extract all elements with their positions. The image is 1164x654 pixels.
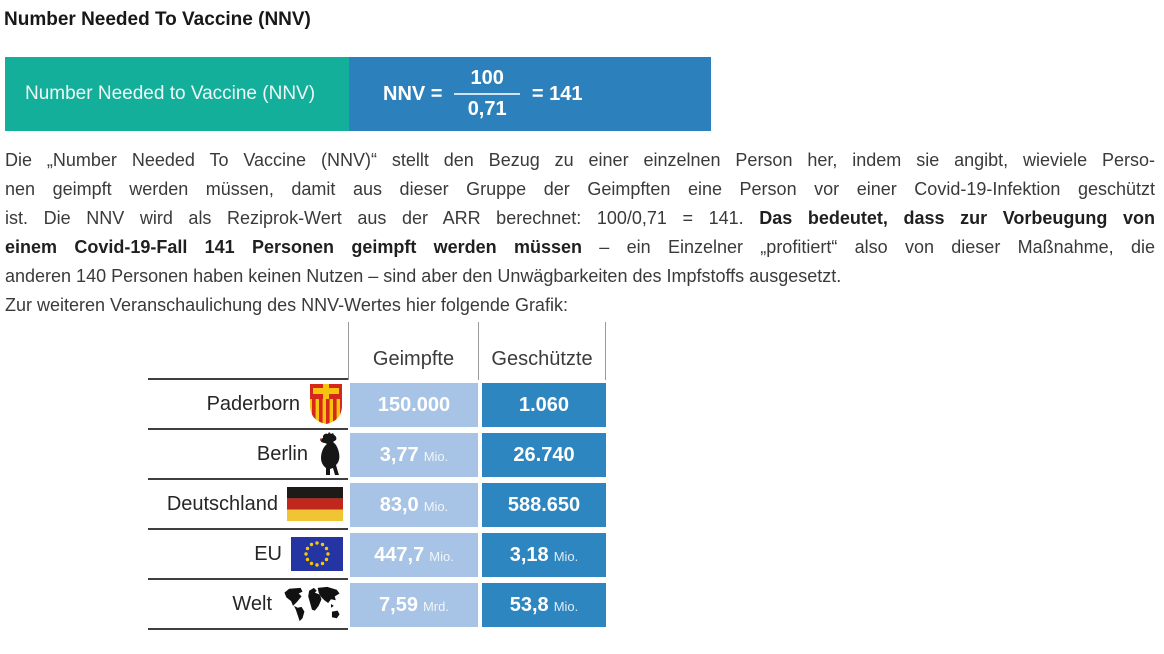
paragraph-run: anderen 140 Personen haben keinen Nutzen… [5, 266, 842, 286]
berlin-bear-icon [319, 432, 340, 475]
formula-lhs: NNV = [383, 82, 443, 105]
cell-value: 7,59 [379, 593, 418, 616]
formula-fraction: 100 0,71 [454, 67, 520, 121]
table-row-label-welt: Welt [148, 580, 348, 630]
cell-value: 53,8 [509, 593, 549, 616]
paragraph-run-bold: einem Covid-19-Fall 141 Personen geimpft… [5, 237, 582, 257]
row-label-text: EU [254, 542, 282, 565]
paragraph-line-1: Die „Number Needed To Vaccine (NNV)“ ste… [5, 146, 1155, 175]
table-header-geimpfte: Geimpfte [348, 322, 478, 380]
body-text: Die „Number Needed To Vaccine (NNV)“ ste… [5, 146, 1155, 320]
cell-unit: Mio. [423, 498, 449, 514]
table-cell: 150.000 [348, 380, 478, 430]
row-label-text: Paderborn [206, 392, 300, 415]
paragraph-run: ist. Die NNV wird als Reziprok-Wert aus … [5, 208, 760, 228]
table-cell: 3,77 Mio. [348, 430, 478, 480]
row-label-text: Berlin [256, 442, 308, 465]
cell-unit: Mio. [423, 448, 449, 464]
table-cell: 447,7 Mio. [348, 530, 478, 580]
cell-value: 588.650 [507, 493, 581, 516]
paderborn-crest-icon [310, 384, 342, 424]
cell-geimpfte: 447,7 Mio. [350, 533, 478, 577]
cell-geimpfte: 83,0 Mio. [350, 483, 478, 527]
cell-geschuetzte: 588.650 [482, 483, 606, 527]
cell-value: 3,77 [379, 443, 419, 466]
row-label-text: Welt [232, 592, 272, 615]
world-map-icon [284, 586, 340, 622]
table-row-label-eu: EU [148, 530, 348, 580]
paragraph-line-4: einem Covid-19-Fall 141 Personen geimpft… [5, 233, 1155, 262]
paragraph-run: Die „Number Needed To Vaccine (NNV)“ ste… [5, 150, 1155, 170]
cell-value: 1.060 [518, 393, 570, 416]
cell-value: 447,7 [374, 543, 425, 566]
table-cell: 7,59 Mrd. [348, 580, 478, 630]
table-cell: 1.060 [478, 380, 606, 430]
paragraph-line-2: nen geimpft werden müssen, damit aus die… [5, 175, 1155, 204]
cell-geschuetzte: 26.740 [482, 433, 606, 477]
nnv-table: Geimpfte Geschützte Paderborn [148, 322, 606, 630]
cell-unit: Mio. [553, 548, 579, 564]
paragraph-line-3: ist. Die NNV wird als Reziprok-Wert aus … [5, 204, 1155, 233]
cell-unit: Mrd. [422, 598, 449, 614]
nnv-banner: Number Needed to Vaccine (NNV) NNV = 100… [5, 57, 711, 131]
paragraph-run: nen geimpft werden müssen, damit aus die… [5, 179, 1155, 199]
page-title: Number Needed To Vaccine (NNV) [4, 9, 311, 30]
table-header-geschuetzte: Geschützte [478, 322, 606, 380]
paragraph-run: Zur weiteren Veranschaulichung des NNV-W… [5, 295, 568, 315]
cell-geschuetzte: 3,18 Mio. [482, 533, 606, 577]
cell-geimpfte: 150.000 [350, 383, 478, 427]
germany-flag-icon [287, 487, 343, 521]
cell-value: 26.740 [513, 443, 575, 466]
table-row-label-deutschland: Deutschland [148, 480, 348, 530]
nnv-formula-box: NNV = 100 0,71 = 141 [349, 57, 711, 131]
formula-rhs: = 141 [531, 82, 583, 105]
nnv-label-box: Number Needed to Vaccine (NNV) [5, 57, 349, 131]
cell-geschuetzte: 1.060 [482, 383, 606, 427]
row-label-text: Deutschland [166, 492, 278, 515]
cell-unit: Mio. [553, 598, 579, 614]
paragraph-line-6: Zur weiteren Veranschaulichung des NNV-W… [5, 291, 1155, 320]
cell-geschuetzte: 53,8 Mio. [482, 583, 606, 627]
paragraph-line-5: anderen 140 Personen haben keinen Nutzen… [5, 262, 1155, 291]
formula-denominator: 0,71 [467, 98, 507, 120]
cell-value: 150.000 [377, 393, 451, 416]
formula-numerator: 100 [454, 67, 520, 95]
eu-flag-icon [291, 537, 343, 571]
cell-geimpfte: 3,77 Mio. [350, 433, 478, 477]
paragraph-run-bold: Das bedeutet, dass zur Vorbeugung von [759, 208, 1156, 228]
cell-value: 83,0 [379, 493, 419, 516]
cell-unit: Mio. [429, 548, 454, 564]
table-row-label-berlin: Berlin [148, 430, 348, 480]
cell-geimpfte: 7,59 Mrd. [350, 583, 478, 627]
table-cell: 3,18 Mio. [478, 530, 606, 580]
table-header-blank [148, 322, 348, 380]
table-cell: 26.740 [478, 430, 606, 480]
table-cell: 588.650 [478, 480, 606, 530]
cell-value: 3,18 [509, 543, 549, 566]
table-cell: 83,0 Mio. [348, 480, 478, 530]
paragraph-run: – ein Einzelner „profitiert“ also von di… [582, 237, 1155, 257]
table-cell: 53,8 Mio. [478, 580, 606, 630]
table-row-label-paderborn: Paderborn [148, 380, 348, 430]
